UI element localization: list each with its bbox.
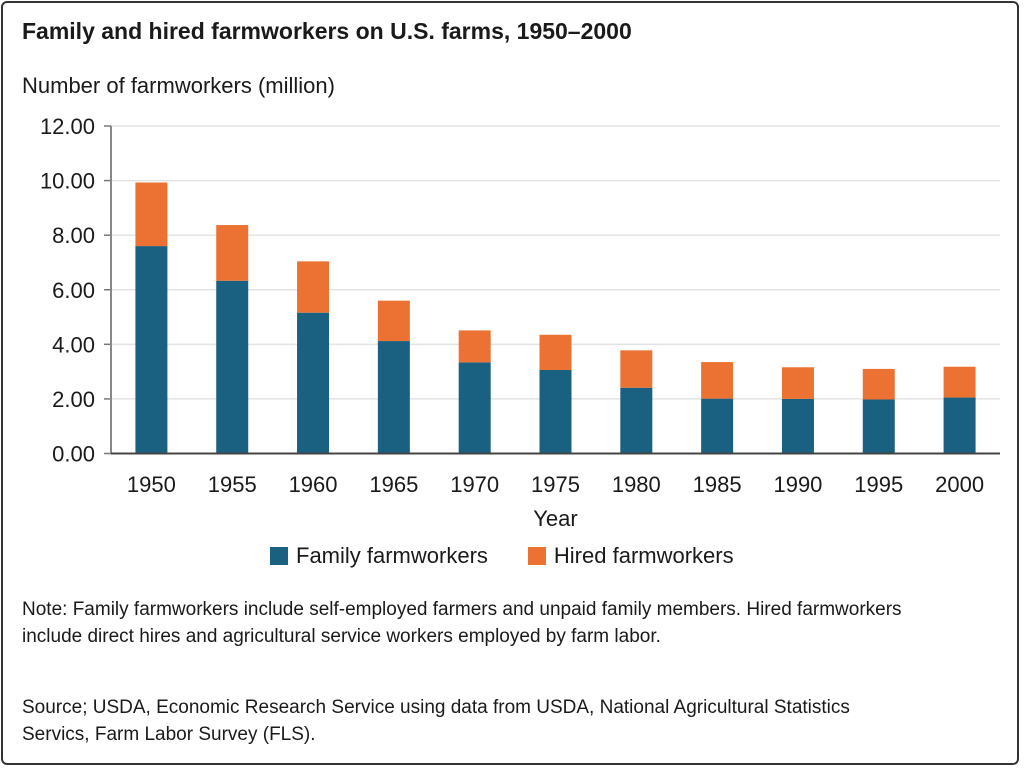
bar-family	[297, 312, 330, 454]
y-tick-label: 10.00	[40, 169, 95, 194]
legend-item-hired: Hired farmworkers	[527, 543, 734, 569]
bar-family	[539, 369, 572, 454]
legend-swatch-family	[270, 547, 288, 565]
x-tick-label: 1990	[773, 472, 822, 497]
bar-hired	[781, 367, 814, 399]
bar-family	[862, 399, 895, 454]
legend: Family farmworkers Hired farmworkers	[270, 543, 734, 569]
y-tick-label: 6.00	[52, 278, 95, 303]
bar-hired	[377, 300, 410, 342]
bar-hired	[943, 366, 976, 398]
bar-family	[216, 280, 249, 454]
bar-hired	[297, 261, 330, 313]
legend-label-family: Family farmworkers	[296, 543, 488, 568]
chart-title: Family and hired farmworkers on U.S. far…	[22, 18, 632, 44]
bar-family	[620, 387, 653, 454]
y-axis-label: Number of farmworkers (million)	[22, 73, 335, 98]
x-tick-label: 1955	[208, 472, 257, 497]
bar-hired	[620, 350, 653, 388]
x-tick-label: 1965	[369, 472, 418, 497]
y-tick-label: 0.00	[52, 442, 95, 467]
legend-label-hired: Hired farmworkers	[553, 543, 734, 568]
y-tick-label: 8.00	[52, 223, 95, 248]
bar-hired	[458, 330, 491, 363]
chart-plot: 0.00 2.00 4.00 6.00 8.00 10.00 12.00 1950 1955 19…	[40, 114, 1000, 531]
x-axis-label: Year	[533, 506, 577, 531]
x-tick-label: 1975	[531, 472, 580, 497]
bar-hired	[862, 368, 895, 400]
bar-family	[377, 341, 410, 454]
x-tick-label: 2000	[935, 472, 984, 497]
bar-family	[701, 398, 734, 454]
chart-note: Note: Family farmworkers include self-em…	[22, 599, 902, 647]
bar-family	[943, 397, 976, 454]
x-tick-label: 1960	[289, 472, 338, 497]
bar-family	[135, 246, 168, 454]
chart-source: Source; USDA, Economic Research Service …	[22, 697, 850, 745]
bar-hired	[216, 225, 249, 281]
legend-swatch-hired	[527, 547, 546, 565]
bar-hired	[701, 362, 734, 399]
bar-hired	[135, 182, 168, 247]
x-tick-label: 1995	[854, 472, 903, 497]
bar-hired	[539, 334, 572, 370]
bar-family	[781, 398, 814, 454]
x-tick-label: 1980	[612, 472, 661, 497]
x-tick-label: 1985	[693, 472, 742, 497]
x-tick-label: 1970	[450, 472, 499, 497]
bar-family	[458, 362, 491, 454]
y-tick-label: 4.00	[52, 332, 95, 357]
y-tick-label: 12.00	[40, 114, 95, 139]
x-tick-label: 1950	[127, 472, 176, 497]
legend-item-family: Family farmworkers	[270, 543, 488, 569]
y-tick-label: 2.00	[52, 387, 95, 412]
